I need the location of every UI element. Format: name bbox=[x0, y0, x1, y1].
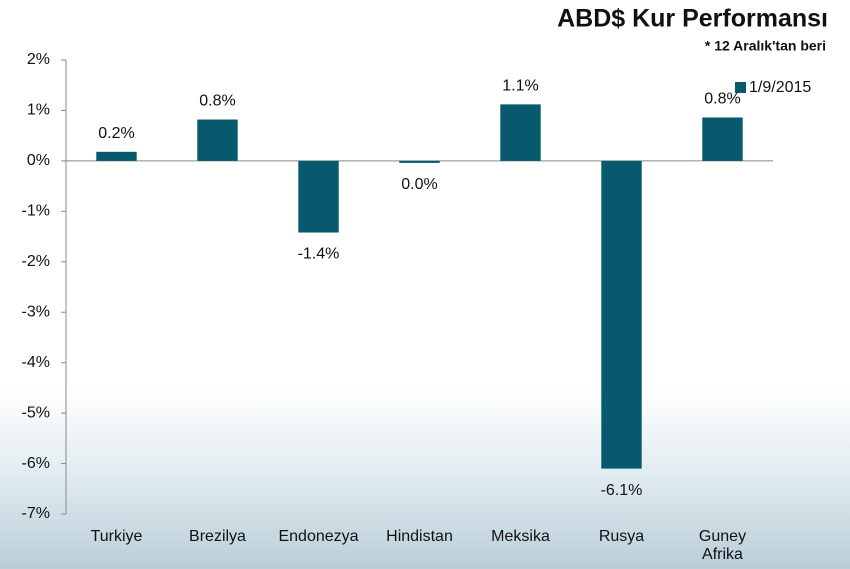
data-label: -6.1% bbox=[601, 482, 643, 499]
legend-swatch bbox=[735, 82, 746, 93]
x-tick-label: Guney Afrika bbox=[699, 528, 746, 563]
bar bbox=[702, 117, 743, 161]
bar bbox=[197, 119, 238, 161]
data-label: -1.4% bbox=[298, 246, 340, 263]
bar bbox=[96, 151, 137, 161]
y-tick-label: 1% bbox=[27, 102, 50, 119]
bar bbox=[601, 160, 642, 469]
data-label: 0.8% bbox=[704, 91, 740, 108]
chart-title: ABD$ Kur Performansı bbox=[557, 5, 828, 33]
legend-label: 1/9/2015 bbox=[749, 79, 811, 96]
bar bbox=[298, 160, 339, 233]
bar bbox=[399, 160, 440, 163]
data-label: 0.2% bbox=[98, 125, 134, 142]
x-tick-label: Brezilya bbox=[189, 528, 246, 545]
data-label: 0.8% bbox=[199, 93, 235, 110]
y-tick-label: 0% bbox=[27, 152, 50, 169]
y-tick-label: -5% bbox=[22, 404, 50, 421]
y-tick-label: -3% bbox=[22, 303, 50, 320]
y-tick-label: -2% bbox=[22, 253, 50, 270]
y-tick-label: -6% bbox=[22, 455, 50, 472]
x-tick-label: Rusya bbox=[599, 528, 644, 545]
data-label: 1.1% bbox=[502, 78, 538, 95]
x-tick-label: Meksika bbox=[491, 528, 550, 545]
y-tick-label: -1% bbox=[22, 203, 50, 220]
data-label: 0.0% bbox=[401, 176, 437, 193]
chart-subtitle: * 12 Aralık'tan beri bbox=[705, 38, 826, 54]
y-tick-label: 2% bbox=[27, 51, 50, 68]
x-tick-label: Endonezya bbox=[278, 528, 358, 545]
x-tick-label: Turkiye bbox=[91, 528, 143, 545]
bar bbox=[500, 104, 541, 161]
y-tick-label: -7% bbox=[22, 505, 50, 522]
x-tick-label: Hindistan bbox=[386, 528, 453, 545]
y-tick-label: -4% bbox=[22, 354, 50, 371]
